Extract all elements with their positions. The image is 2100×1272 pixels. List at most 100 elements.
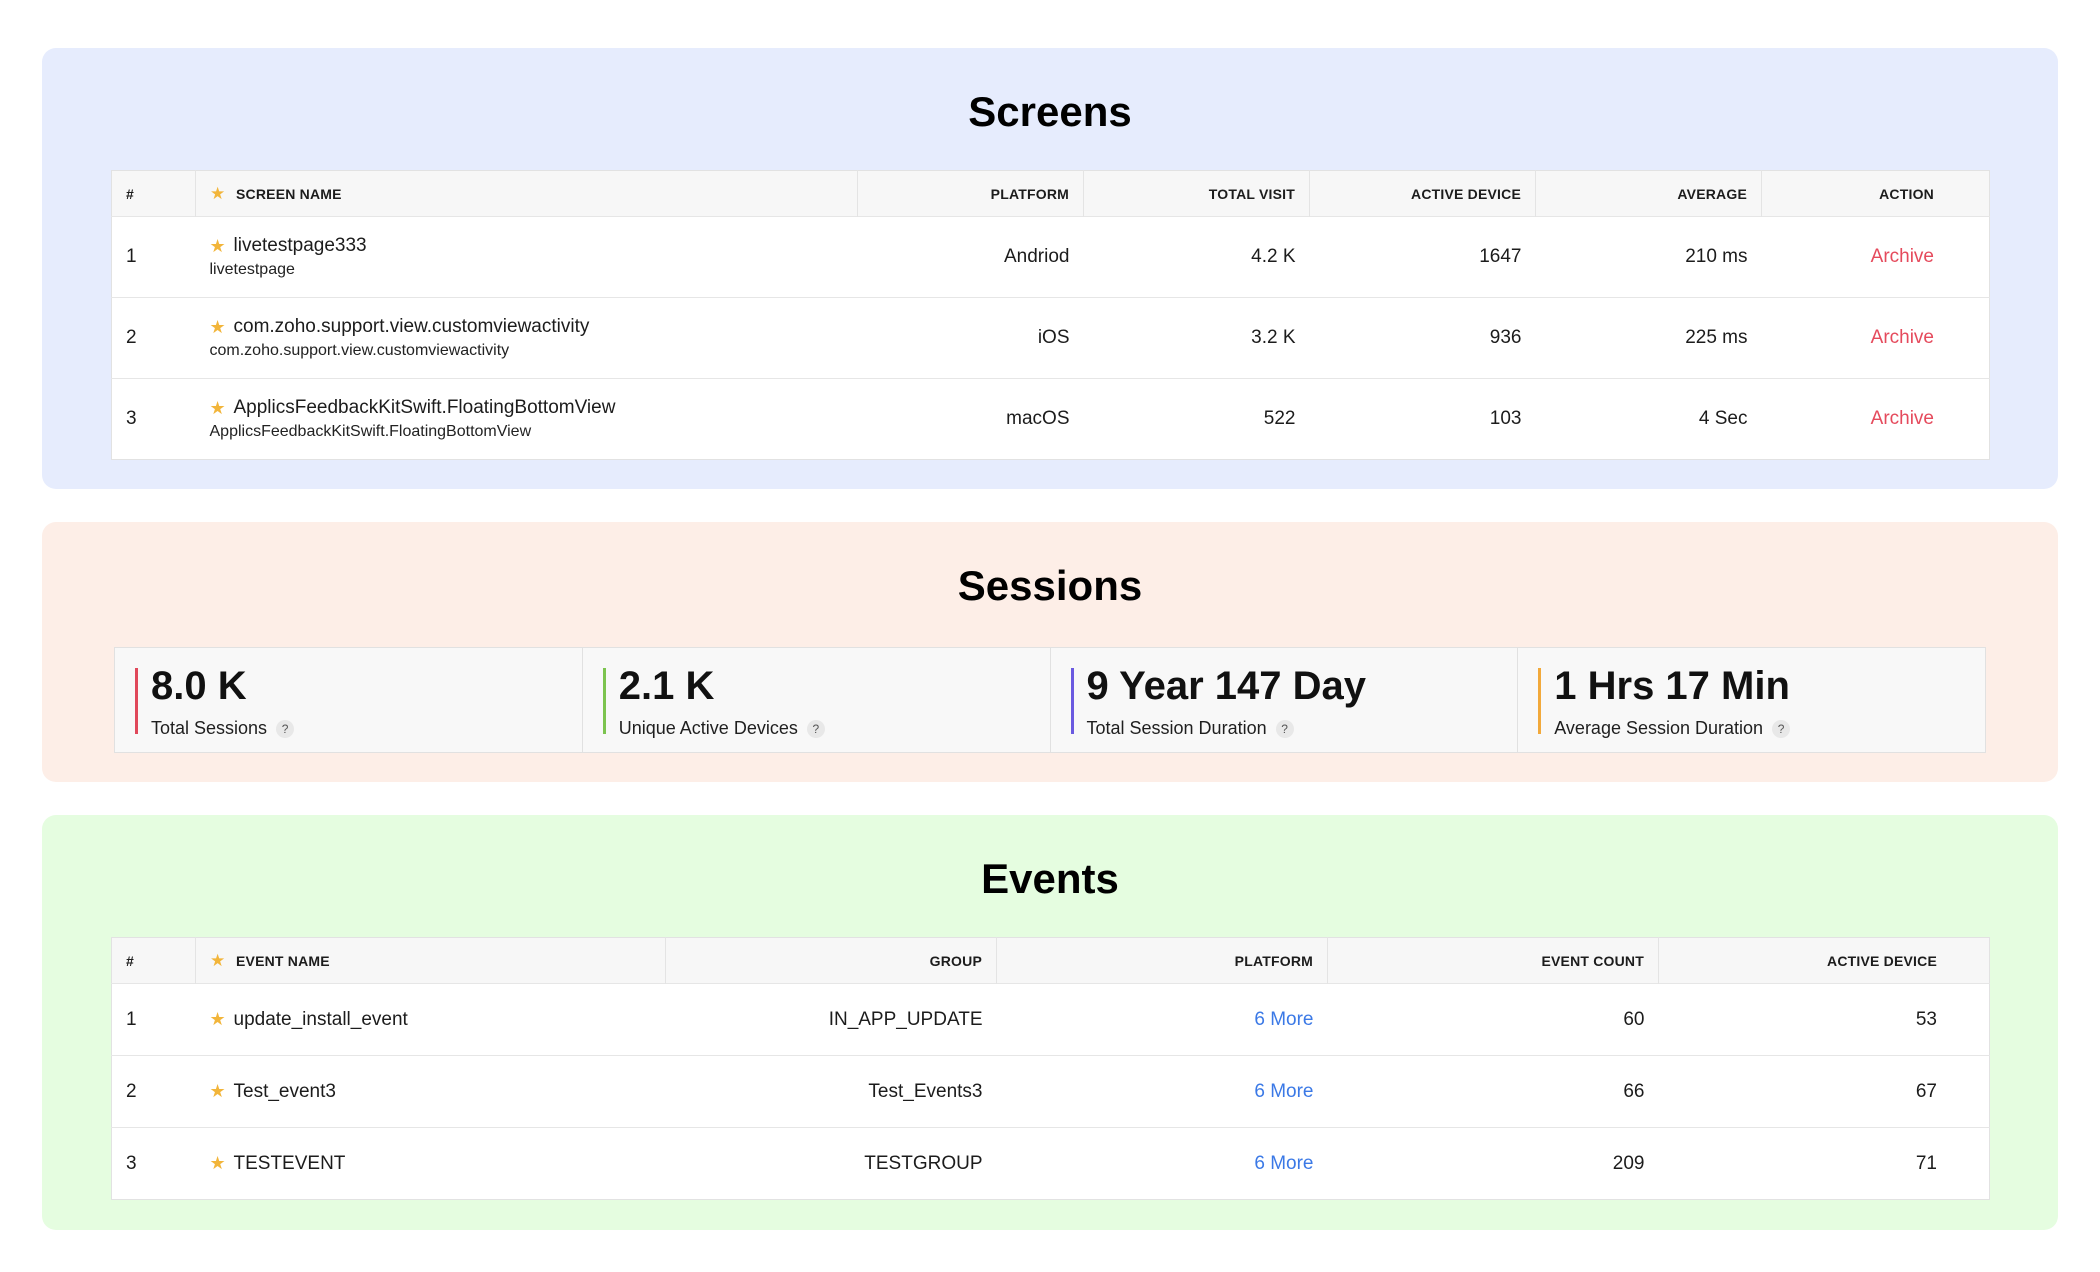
screens-title: Screens [42,88,2058,136]
col-header-index: # [112,938,196,984]
total-visit-cell: 3.2 K [1084,298,1310,379]
help-icon[interactable]: ? [1772,720,1790,738]
help-icon[interactable]: ? [807,720,825,738]
event-count-cell: 60 [1328,984,1659,1056]
platform-more-link[interactable]: 6 More [1254,1081,1313,1102]
row-index: 1 [112,984,196,1056]
table-row[interactable]: 2 ★ Test_event3 Test_Events3 6 More 66 67 [112,1056,1990,1128]
sessions-title: Sessions [42,562,2058,610]
average-cell: 225 ms [1536,298,1762,379]
total-visit-cell: 4.2 K [1084,217,1310,298]
stat-average-session-duration: 1 Hrs 17 Min Average Session Duration? [1517,648,1985,752]
event-count-cell: 209 [1328,1128,1659,1200]
platform-more-link[interactable]: 6 More [1254,1153,1313,1174]
archive-link[interactable]: Archive [1871,408,1934,429]
active-device-cell: 71 [1659,1128,1990,1200]
col-header-average[interactable]: AVERAGE [1536,171,1762,217]
stat-value: 8.0 K [151,664,247,709]
stat-label: Total Session Duration? [1087,718,1294,739]
archive-link[interactable]: Archive [1871,246,1934,267]
active-device-cell: 53 [1659,984,1990,1056]
col-header-event-name[interactable]: ★ EVENT NAME [196,938,666,984]
event-name: TESTEVENT [234,1153,346,1174]
col-header-group[interactable]: GROUP [666,938,997,984]
row-index: 3 [112,1128,196,1200]
row-index: 1 [112,217,196,298]
event-name: update_install_event [234,1009,408,1030]
stat-label: Unique Active Devices? [619,718,825,739]
events-header-row: # ★ EVENT NAME GROUP PLATFORM EVENT COUNT… [112,938,1990,984]
row-index: 2 [112,298,196,379]
stat-accent-bar [135,668,138,734]
platform-cell: macOS [858,379,1084,460]
stat-label: Average Session Duration? [1554,718,1790,739]
screen-name: livetestpage333 [234,233,367,259]
events-panel: Events # ★ EVENT NAME GROUP PLATFORM EVEN… [42,815,2058,1230]
col-header-screen-name[interactable]: ★ SCREEN NAME [196,171,858,217]
star-icon[interactable]: ★ [210,317,234,338]
star-icon[interactable]: ★ [210,1009,234,1030]
star-icon[interactable]: ★ [210,236,234,257]
star-icon[interactable]: ★ [210,184,236,204]
stat-value: 9 Year 147 Day [1087,664,1367,709]
stat-accent-bar [1538,668,1541,734]
session-stats: 8.0 K Total Sessions? 2.1 K Unique Activ… [114,647,1986,753]
star-icon[interactable]: ★ [210,398,234,419]
average-cell: 4 Sec [1536,379,1762,460]
row-index: 3 [112,379,196,460]
stat-label: Total Sessions? [151,718,294,739]
events-table: # ★ EVENT NAME GROUP PLATFORM EVENT COUNT… [111,937,1990,1200]
col-header-index: # [112,171,196,217]
table-row[interactable]: 1 ★ livetestpage333 livetestpage Andriod… [112,217,1990,298]
active-device-cell: 1647 [1310,217,1536,298]
screens-header-row: # ★ SCREEN NAME PLATFORM TOTAL VISIT ACTI… [112,171,1990,217]
events-title: Events [42,855,2058,903]
col-header-active-device[interactable]: ACTIVE DEVICE [1659,938,1990,984]
screen-subname: com.zoho.support.view.customviewactivity [210,340,590,362]
screen-name: com.zoho.support.view.customviewactivity [234,314,590,340]
screen-name-cell[interactable]: ★ livetestpage333 livetestpage [196,217,858,298]
help-icon[interactable]: ? [276,720,294,738]
help-icon[interactable]: ? [1276,720,1294,738]
screen-subname: ApplicsFeedbackKitSwift.FloatingBottomVi… [210,421,616,443]
screen-name-cell[interactable]: ★ com.zoho.support.view.customviewactivi… [196,298,858,379]
table-row[interactable]: 3 ★ TESTEVENT TESTGROUP 6 More 209 71 [112,1128,1990,1200]
screens-panel: Screens # ★ SCREEN NAME PLATFORM TOTAL VI… [42,48,2058,489]
event-count-cell: 66 [1328,1056,1659,1128]
active-device-cell: 936 [1310,298,1536,379]
row-index: 2 [112,1056,196,1128]
stat-total-sessions: 8.0 K Total Sessions? [115,648,582,752]
col-header-action: ACTION [1762,171,1990,217]
col-header-platform[interactable]: PLATFORM [858,171,1084,217]
screens-table: # ★ SCREEN NAME PLATFORM TOTAL VISIT ACTI… [111,170,1990,460]
star-icon[interactable]: ★ [210,951,236,971]
active-device-cell: 103 [1310,379,1536,460]
event-name-cell[interactable]: ★ Test_event3 [196,1056,666,1128]
sessions-panel: Sessions 8.0 K Total Sessions? 2.1 K Uni… [42,522,2058,782]
screen-subname: livetestpage [210,259,367,281]
average-cell: 210 ms [1536,217,1762,298]
table-row[interactable]: 2 ★ com.zoho.support.view.customviewacti… [112,298,1990,379]
stat-value: 2.1 K [619,664,715,709]
event-name: Test_event3 [234,1081,336,1102]
archive-link[interactable]: Archive [1871,327,1934,348]
star-icon[interactable]: ★ [210,1081,234,1102]
group-cell: Test_Events3 [666,1056,997,1128]
table-row[interactable]: 3 ★ ApplicsFeedbackKitSwift.FloatingBott… [112,379,1990,460]
platform-more-link[interactable]: 6 More [1254,1009,1313,1030]
screen-name-cell[interactable]: ★ ApplicsFeedbackKitSwift.FloatingBottom… [196,379,858,460]
event-name-cell[interactable]: ★ update_install_event [196,984,666,1056]
col-header-active-device[interactable]: ACTIVE DEVICE [1310,171,1536,217]
col-header-event-count[interactable]: EVENT COUNT [1328,938,1659,984]
col-header-total-visit[interactable]: TOTAL VISIT [1084,171,1310,217]
total-visit-cell: 522 [1084,379,1310,460]
stat-accent-bar [603,668,606,734]
group-cell: IN_APP_UPDATE [666,984,997,1056]
event-name-cell[interactable]: ★ TESTEVENT [196,1128,666,1200]
screen-name: ApplicsFeedbackKitSwift.FloatingBottomVi… [234,395,616,421]
active-device-cell: 67 [1659,1056,1990,1128]
table-row[interactable]: 1 ★ update_install_event IN_APP_UPDATE 6 … [112,984,1990,1056]
stat-accent-bar [1071,668,1074,734]
col-header-platform[interactable]: PLATFORM [997,938,1328,984]
star-icon[interactable]: ★ [210,1153,234,1174]
